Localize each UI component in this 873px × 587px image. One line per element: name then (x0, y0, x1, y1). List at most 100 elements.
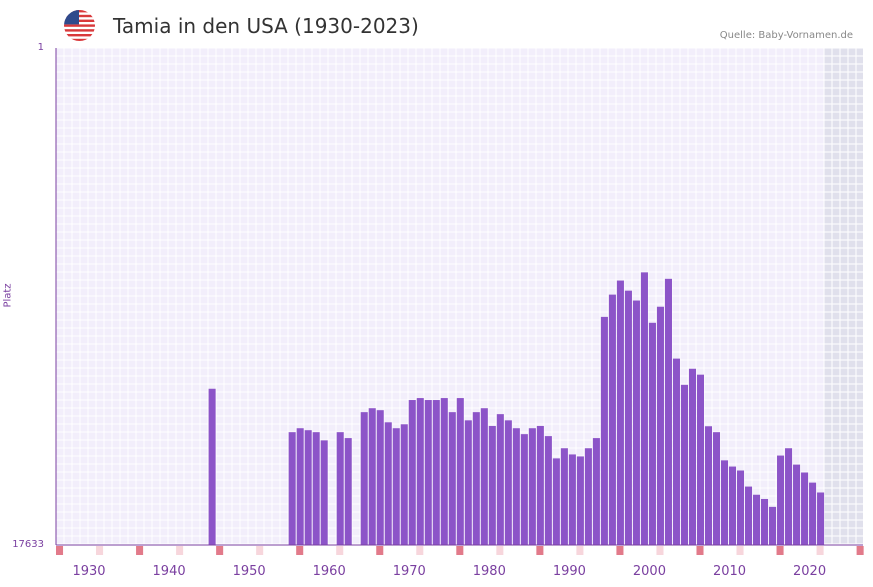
x-tick-label-2010: 2010 (713, 564, 746, 579)
decade-marker (696, 546, 704, 555)
x-tick-label-1950: 1950 (233, 564, 266, 579)
bar-2004 (680, 384, 688, 545)
bar-1987 (544, 436, 552, 545)
bar-1977 (464, 420, 472, 545)
x-tick-label-2000: 2000 (633, 564, 666, 579)
usa-flag-icon (64, 10, 95, 41)
bar-1973 (432, 400, 440, 545)
bar-1971 (416, 398, 424, 545)
decade-marker (616, 546, 624, 555)
bar-1945 (208, 388, 216, 545)
decade-marker (336, 546, 344, 555)
source-label: Quelle: Baby-Vornamen.de (719, 30, 853, 41)
bar-1985 (528, 428, 536, 545)
decade-marker (416, 546, 424, 555)
bar-1969 (400, 424, 408, 545)
bar-1956 (296, 428, 304, 545)
bar-2003 (672, 358, 680, 545)
decade-marker (816, 546, 824, 555)
bar-1961 (336, 432, 344, 545)
bar-1979 (480, 408, 488, 545)
bar-2019 (801, 472, 809, 545)
bar-2013 (752, 494, 761, 545)
bar-1972 (424, 400, 432, 545)
y-tick-bottom: 17633 (12, 539, 44, 550)
bar-1984 (520, 434, 528, 545)
bar-1962 (344, 438, 352, 545)
bar-1967 (384, 422, 392, 545)
bar-2016 (777, 455, 785, 545)
bar-1988 (552, 458, 560, 545)
decade-marker (576, 546, 584, 555)
decade-marker (656, 546, 664, 555)
bar-2014 (761, 498, 769, 545)
bar-1999 (640, 272, 648, 545)
x-tick-label-1980: 1980 (473, 564, 506, 579)
bar-2017 (785, 448, 793, 545)
bar-1991 (576, 456, 584, 545)
bar-1986 (536, 425, 544, 545)
bar-1959 (320, 440, 328, 545)
x-tick-label-1990: 1990 (553, 564, 586, 579)
bar-2005 (688, 368, 696, 545)
bar-2002 (664, 278, 672, 545)
bar-1957 (304, 430, 312, 545)
bar-1978 (472, 412, 480, 545)
bar-1981 (496, 414, 504, 545)
x-tick-label-1960: 1960 (313, 564, 346, 579)
bar-2021 (817, 492, 825, 545)
y-tick-top: 1 (37, 42, 44, 53)
bar-1998 (632, 300, 640, 545)
bar-1966 (376, 410, 384, 545)
bar-2000 (648, 322, 656, 545)
bar-1982 (504, 420, 512, 545)
bar-1992 (584, 448, 592, 545)
bar-1976 (456, 398, 464, 545)
decade-marker (496, 546, 504, 555)
bar-1983 (512, 428, 520, 545)
decade-marker (296, 546, 304, 555)
bar-1993 (592, 438, 600, 545)
bar-2020 (809, 482, 817, 545)
decade-marker (456, 546, 464, 555)
bar-1990 (568, 454, 576, 545)
bar-1995 (608, 294, 616, 545)
bar-1955 (288, 432, 296, 545)
decade-marker (176, 546, 184, 555)
bar-1964 (360, 412, 368, 545)
bar-2006 (696, 374, 705, 545)
bar-2007 (704, 426, 713, 545)
decade-marker (856, 546, 864, 555)
decade-marker (256, 546, 264, 555)
bar-2010 (728, 466, 737, 545)
bar-1996 (616, 280, 624, 545)
bar-1974 (440, 398, 448, 545)
bar-2009 (720, 460, 729, 545)
x-tick-label-2020: 2020 (793, 564, 826, 579)
bar-1958 (312, 432, 320, 545)
bar-1980 (488, 425, 496, 545)
bar-2001 (656, 306, 664, 545)
bar-1965 (368, 408, 376, 545)
decade-marker (136, 546, 144, 555)
bar-1968 (392, 428, 400, 545)
decade-marker (536, 546, 544, 555)
decade-marker (96, 546, 104, 555)
decade-marker (56, 546, 64, 555)
x-tick-label-1970: 1970 (393, 564, 426, 579)
bar-2018 (793, 464, 801, 545)
x-tick-label-1930: 1930 (72, 564, 105, 579)
bar-1994 (600, 316, 608, 545)
bar-2012 (744, 486, 753, 545)
bar-1997 (624, 290, 632, 545)
x-tick-label-1940: 1940 (153, 564, 186, 579)
decade-marker (736, 546, 744, 555)
decade-marker (376, 546, 384, 555)
decade-marker (776, 546, 784, 555)
bar-1989 (560, 448, 568, 545)
bar-1975 (448, 412, 456, 545)
bar-2008 (712, 432, 721, 545)
bar-2015 (769, 506, 777, 545)
chart-title: Tamia in den USA (1930-2023) (113, 14, 419, 38)
